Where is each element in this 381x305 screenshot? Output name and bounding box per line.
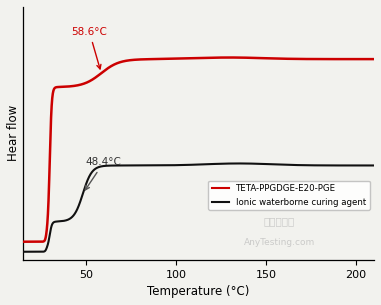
Legend: TETA-PPGDGE-E20-PGE, Ionic waterborne curing agent: TETA-PPGDGE-E20-PGE, Ionic waterborne cu…	[208, 181, 370, 210]
Text: AnyTesting.com: AnyTesting.com	[243, 238, 315, 247]
X-axis label: Temperature (°C): Temperature (°C)	[147, 285, 250, 298]
Text: 青松检测网: 青松检测网	[264, 216, 295, 226]
Y-axis label: Hear flow: Hear flow	[7, 105, 20, 161]
Text: 58.6°C: 58.6°C	[72, 27, 107, 69]
Text: 48.4°C: 48.4°C	[85, 157, 122, 190]
